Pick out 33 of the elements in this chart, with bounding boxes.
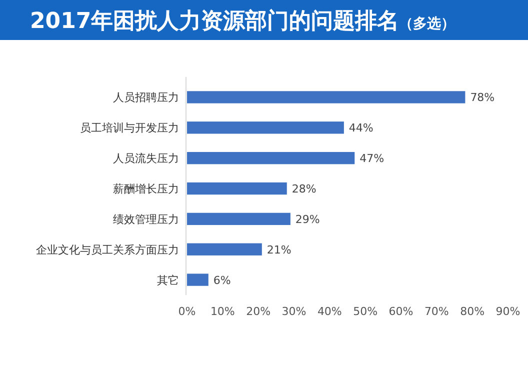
x-tick-label: 10% [210, 305, 235, 318]
y-tick-label: 绩效管理压力 [113, 212, 179, 226]
data-label: 21% [266, 243, 292, 256]
bar [187, 212, 290, 226]
y-tick-label: 员工培训与开发压力 [80, 122, 179, 135]
y-tick-label: 薪酬增长压力 [113, 182, 179, 196]
chart-subtitle: （多选） [399, 16, 456, 32]
data-label: 44% [348, 122, 374, 135]
bar [187, 152, 355, 164]
data-label: 78% [470, 91, 495, 104]
bar [187, 243, 262, 256]
data-label: 28% [292, 182, 316, 196]
x-tick-label: 70% [424, 305, 449, 318]
y-tick-label: 人员招聘压力 [113, 91, 179, 104]
x-tick-label: 20% [246, 305, 271, 318]
y-tick-label: 企业文化与员工关系方面压力 [36, 243, 179, 256]
y-tick-label: 其它 [157, 274, 179, 287]
bar [187, 91, 466, 104]
bar [187, 122, 344, 134]
y-tick-label: 人员流失压力 [113, 152, 179, 166]
x-tick-label: 80% [460, 305, 485, 318]
x-tick-label: 50% [353, 305, 378, 318]
x-tick-label: 40% [317, 305, 342, 318]
x-tick-label: 0% [178, 305, 196, 318]
x-tick-label: 60% [388, 305, 414, 318]
x-tick-label: 30% [282, 305, 306, 318]
chart-title: 2017年困扰人力资源部门的问题排名 [30, 8, 400, 34]
bar [187, 274, 208, 286]
data-label: 47% [360, 152, 384, 166]
bar [187, 182, 287, 195]
data-label: 29% [295, 212, 320, 226]
x-tick-label: 90% [496, 305, 520, 318]
data-label: 6% [213, 274, 231, 287]
